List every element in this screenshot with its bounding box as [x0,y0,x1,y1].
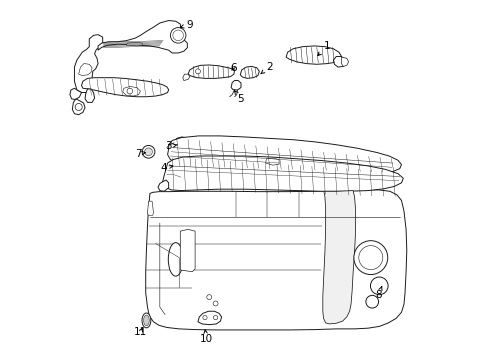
Text: 2: 2 [260,62,272,74]
Circle shape [170,28,185,43]
Text: 11: 11 [134,327,147,337]
Circle shape [173,30,183,41]
Circle shape [75,103,82,111]
Ellipse shape [142,313,150,328]
Circle shape [213,301,218,306]
Polygon shape [98,21,187,53]
Circle shape [353,241,387,275]
Polygon shape [198,311,221,325]
Text: 4: 4 [160,163,173,173]
Polygon shape [167,136,401,174]
Circle shape [195,69,200,74]
Polygon shape [231,81,241,90]
Circle shape [365,295,378,308]
Polygon shape [72,99,85,115]
Polygon shape [70,88,81,100]
Text: 9: 9 [180,20,193,30]
Polygon shape [158,180,168,191]
Polygon shape [180,229,195,272]
Polygon shape [174,137,197,150]
Polygon shape [183,74,189,81]
Polygon shape [145,190,406,330]
Circle shape [127,88,132,94]
Text: 7: 7 [135,149,145,158]
Circle shape [358,246,382,270]
Circle shape [142,145,155,158]
Polygon shape [322,190,355,324]
Text: 10: 10 [200,330,213,344]
Polygon shape [81,78,168,97]
Polygon shape [265,158,279,165]
Polygon shape [285,46,341,64]
Polygon shape [85,89,94,102]
Circle shape [144,148,152,156]
Circle shape [213,315,217,320]
Ellipse shape [143,315,149,326]
Polygon shape [79,64,92,76]
Polygon shape [147,201,153,215]
Text: 8: 8 [374,287,381,300]
Circle shape [370,277,387,294]
Text: 1: 1 [317,41,330,55]
Circle shape [206,294,211,300]
Polygon shape [188,65,234,78]
Polygon shape [240,66,259,78]
Polygon shape [333,57,346,67]
Polygon shape [163,156,403,191]
Text: 5: 5 [234,91,244,104]
Polygon shape [341,57,348,66]
Polygon shape [126,42,142,46]
Text: 3: 3 [165,141,177,152]
Polygon shape [74,35,102,93]
Circle shape [203,315,207,320]
Text: 6: 6 [229,63,236,73]
Ellipse shape [168,243,183,276]
Polygon shape [122,86,140,96]
